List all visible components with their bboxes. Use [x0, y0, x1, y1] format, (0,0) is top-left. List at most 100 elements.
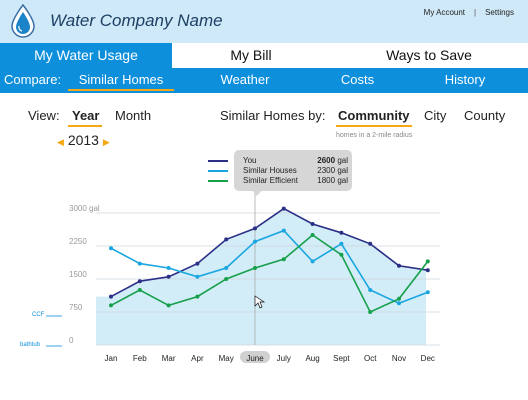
- x-tick-label: May: [219, 354, 234, 363]
- legend-swatch-you: [208, 160, 228, 162]
- similar-by-selected-underline: [336, 125, 412, 127]
- triangle-left-icon[interactable]: ◀: [57, 137, 64, 147]
- data-point: [253, 226, 257, 231]
- legend-unit: gal: [337, 176, 348, 185]
- x-tick-label: Mar: [162, 354, 176, 363]
- chart-tooltip: [234, 150, 352, 191]
- x-tick-label: Nov: [392, 354, 406, 363]
- company-name: Water Company Name: [50, 11, 223, 30]
- data-point: [339, 241, 344, 246]
- data-point: [281, 206, 286, 211]
- similar-by-community[interactable]: Community: [338, 108, 410, 123]
- x-tick-label: Oct: [364, 354, 377, 363]
- y-tick-label: 0: [69, 336, 74, 345]
- year-selector: ◀ 2013 ▶: [57, 132, 110, 148]
- x-tick-label: Aug: [305, 354, 319, 363]
- similar-by-city[interactable]: City: [424, 108, 447, 123]
- data-point: [425, 290, 430, 295]
- legend-swatch-similar-efficient: [208, 180, 228, 182]
- data-point: [109, 246, 113, 251]
- data-point: [368, 241, 373, 246]
- view-label: View:: [28, 108, 60, 123]
- series-line-2: [110, 233, 429, 314]
- x-tick-label: Dec: [421, 354, 435, 363]
- tab-my-bill[interactable]: My Bill: [230, 47, 272, 63]
- data-point: [137, 261, 142, 266]
- data-point: [397, 296, 401, 301]
- view-option-month[interactable]: Month: [115, 108, 152, 123]
- x-tick-label: June: [246, 354, 264, 363]
- mouse-cursor-icon: [254, 295, 266, 309]
- my-account-link[interactable]: My Account: [423, 8, 466, 17]
- settings-link[interactable]: Settings: [485, 8, 514, 17]
- data-point: [109, 294, 113, 299]
- usage-area-fill: [96, 208, 428, 345]
- data-point: [109, 303, 113, 308]
- similar-by-county[interactable]: County: [464, 108, 506, 123]
- data-point: [281, 228, 286, 233]
- data-point: [137, 288, 142, 292]
- y-tick-label: 1500: [69, 270, 87, 279]
- compare-subnav: Compare: Similar Homes Weather Costs His…: [0, 68, 528, 93]
- subnav-costs[interactable]: Costs: [340, 72, 375, 87]
- data-point: [253, 266, 257, 270]
- x-tick-label: Sept: [333, 354, 350, 363]
- main-tabs: My Water Usage My Bill Ways to Save: [0, 43, 528, 68]
- tab-ways-to-save[interactable]: Ways to Save: [386, 47, 472, 63]
- data-point: [281, 257, 286, 262]
- data-point: [224, 277, 229, 281]
- tooltip-legend: You 2600 gal Similar Houses 2300 gal Sim…: [208, 156, 348, 186]
- water-drop-icon: [11, 4, 35, 38]
- y-tick-label: 750: [69, 303, 83, 312]
- data-point: [253, 239, 257, 244]
- data-point: [166, 274, 171, 279]
- data-point: [425, 259, 430, 264]
- series-line-0: [110, 207, 428, 298]
- legend-value: 1800: [317, 176, 336, 185]
- x-tick-label: Jan: [105, 354, 118, 363]
- data-point: [224, 237, 229, 242]
- year-value: 2013: [67, 132, 99, 148]
- series-line-1: [110, 229, 429, 305]
- data-point: [166, 303, 171, 308]
- data-point: [368, 288, 373, 292]
- triangle-right-icon[interactable]: ▶: [102, 137, 110, 147]
- view-selected-underline: [68, 125, 102, 127]
- legend-unit: gal: [337, 156, 348, 165]
- data-point: [368, 310, 373, 314]
- legend-name: Similar Houses: [243, 166, 297, 175]
- data-point: [310, 222, 315, 226]
- y-tick-label: 3000 gal: [69, 204, 100, 213]
- data-point: [397, 263, 401, 268]
- y-tick-label: 2250: [69, 237, 87, 246]
- data-point: [310, 233, 315, 237]
- tab-my-water-usage[interactable]: My Water Usage: [0, 43, 172, 68]
- data-point: [339, 230, 344, 235]
- data-point: [195, 274, 200, 279]
- community-note: homes in a 2-mile radius: [336, 132, 413, 139]
- data-point: [425, 268, 430, 273]
- legend-row-similar-efficient: Similar Efficient 1800 gal: [208, 176, 348, 186]
- legend-row-similar-houses: Similar Houses 2300 gal: [208, 166, 348, 176]
- data-point: [195, 261, 200, 266]
- data-point: [310, 259, 315, 264]
- subnav-similar-homes[interactable]: Similar Homes: [78, 72, 164, 87]
- data-point: [397, 301, 401, 306]
- data-point: [224, 266, 229, 270]
- subnav-history[interactable]: History: [444, 72, 486, 87]
- data-point: [195, 294, 200, 299]
- link-separator: |: [474, 8, 477, 17]
- view-option-year[interactable]: Year: [72, 108, 100, 123]
- legend-swatch-similar-houses: [208, 170, 228, 172]
- compare-label: Compare:: [4, 72, 62, 87]
- ccf-label: CCF: [32, 312, 45, 318]
- subnav-weather[interactable]: Weather: [220, 72, 270, 87]
- legend-unit: gal: [337, 166, 348, 175]
- x-tick-label: Apr: [191, 354, 204, 363]
- legend-row-you: You 2600 gal: [208, 156, 348, 166]
- legend-value: 2300: [317, 166, 336, 175]
- legend-name: Similar Efficient: [243, 176, 298, 185]
- data-point: [137, 279, 142, 284]
- x-tick-label: Feb: [133, 354, 147, 363]
